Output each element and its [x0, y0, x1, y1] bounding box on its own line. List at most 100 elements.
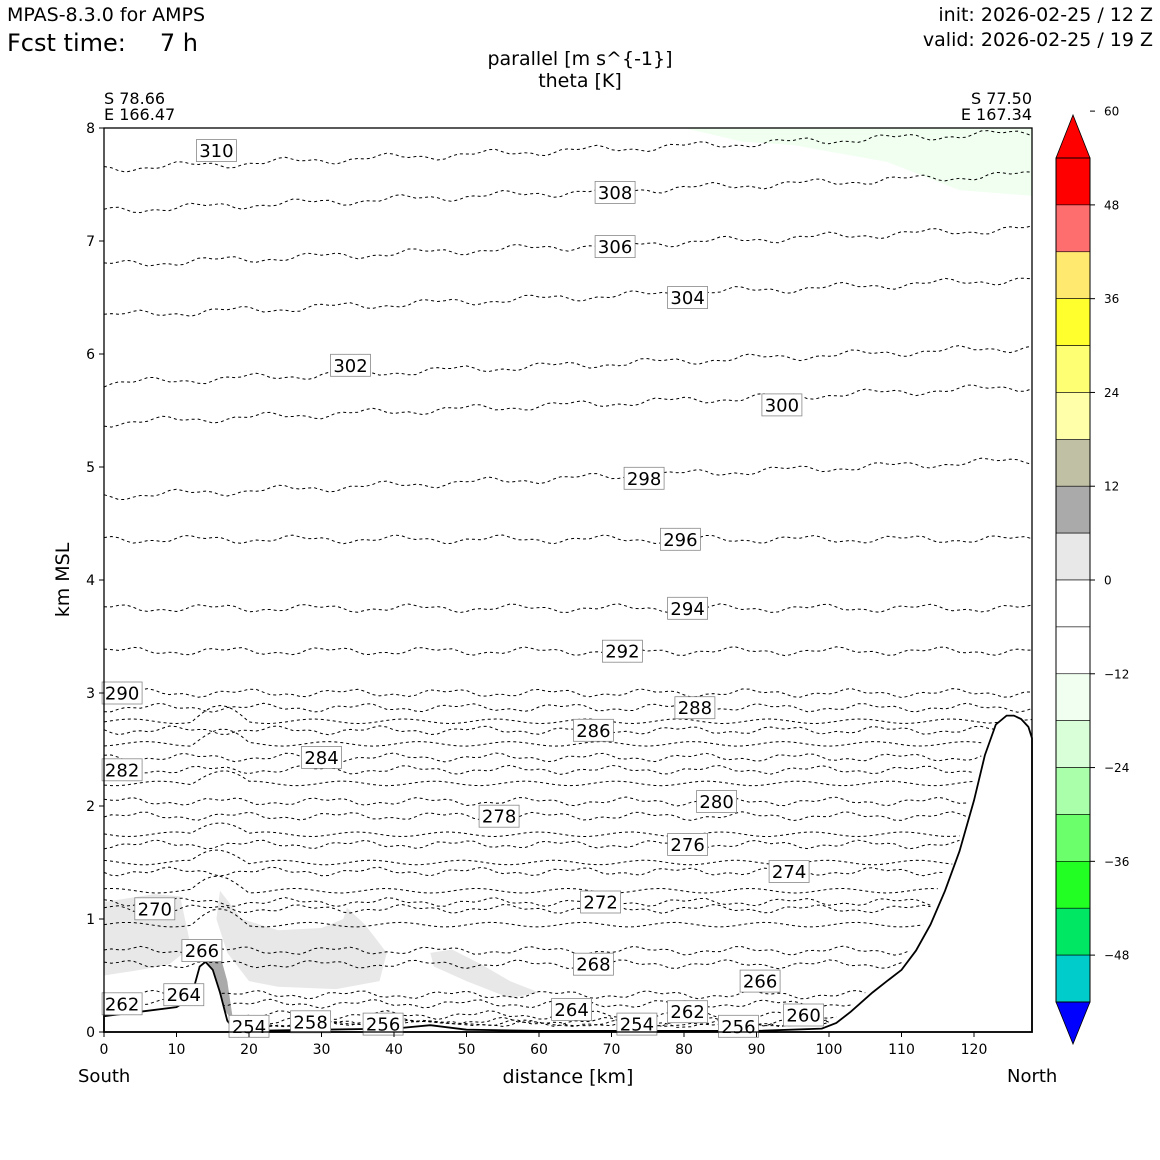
theta-label-box: [768, 860, 810, 883]
theta-contour-288: [103, 702, 1033, 713]
theta-label: 300: [761, 393, 803, 417]
y-tick-label: 6: [86, 347, 95, 363]
theta-contour-extra: [103, 875, 938, 894]
theta-label-box: [301, 746, 342, 769]
colorbar-segment: [1055, 298, 1091, 346]
theta-label-text: 310: [199, 141, 233, 162]
theta-contour-306: [103, 225, 1033, 267]
theta-label-box: [551, 998, 592, 1021]
colorbar-tick-label: 48: [1104, 198, 1119, 212]
theta-label-text: 278: [482, 807, 516, 828]
theta-label-box: [580, 890, 621, 914]
theta-contour-layer: [103, 130, 1033, 1028]
theta-label-text: 266: [743, 972, 777, 993]
north-endpoint-label: North: [1007, 1066, 1058, 1087]
colorbar-segment: [1055, 345, 1091, 393]
colorbar-tick-label: −36: [1104, 855, 1129, 869]
theta-contour-304: [103, 277, 1033, 317]
theta-label-box: [362, 1012, 404, 1036]
theta-label-text: 298: [627, 469, 661, 490]
theta-contour-276: [103, 839, 960, 850]
theta-contour-308: [103, 171, 1033, 214]
plot-frame: [103, 127, 1033, 1033]
colorbar-tick-label: −24: [1104, 761, 1129, 775]
theta-label-box: [623, 466, 665, 490]
x-tick-label: 20: [240, 1042, 258, 1058]
theta-label-box: [573, 952, 614, 976]
valid-time: valid: 2026-02-25 / 19 Z: [922, 29, 1153, 51]
theta-label-text: 254: [620, 1015, 654, 1036]
theta-label: 272: [580, 890, 621, 914]
y-tick-label: 1: [86, 912, 95, 928]
y-tick-label: 2: [86, 799, 95, 815]
theta-label-text: 280: [699, 792, 733, 813]
theta-contour-290: [103, 687, 1032, 699]
left-endpoint-longitude: E 166.47: [104, 105, 176, 124]
theta-label-layer: 310 308 306 304 302 300 298 296 294 292 290 288 286 2…: [101, 139, 824, 1038]
theta-contour-278: [103, 811, 967, 822]
theta-label: 304: [667, 286, 708, 309]
theta-label-box: [660, 527, 701, 551]
wind-shade-upper: [684, 128, 1032, 196]
theta-label: 306: [594, 235, 636, 259]
colorbar-segment: [1055, 532, 1091, 581]
theta-label-text: 282: [105, 760, 139, 781]
theta-label-box: [163, 983, 205, 1007]
theta-label: 302: [330, 353, 371, 377]
theta-label: 254: [616, 1012, 658, 1036]
theta-label: 290: [101, 681, 143, 705]
right-endpoint-latitude: S 77.50: [970, 89, 1032, 108]
x-axis: 0 10 20 30 40 50 60 70 80 90 100 110 120: [100, 1032, 987, 1058]
colorbar-tick-label: 12: [1104, 480, 1119, 494]
theta-label: 256: [718, 1014, 759, 1038]
theta-label-box: [667, 286, 708, 309]
theta-label-box: [594, 235, 636, 259]
colorbar-segment: [1055, 814, 1091, 862]
theta-contour-294: [103, 603, 1033, 614]
theta-contour-286: [103, 725, 1033, 736]
colorbar-extend-max: [1055, 113, 1091, 159]
x-tick-label: 60: [530, 1042, 548, 1058]
theta-label-box: [761, 393, 803, 417]
theta-label-text: 276: [670, 835, 704, 856]
theta-label: 282: [101, 758, 143, 782]
theta-label-box: [739, 969, 781, 993]
y-tick-label: 5: [86, 460, 95, 476]
colorbar-segment: [1055, 485, 1091, 534]
theta-label: 266: [181, 939, 223, 962]
colorbar-segment: [1055, 673, 1091, 721]
theta-label-text: 266: [185, 941, 219, 962]
theta-label: 256: [362, 1012, 404, 1036]
y-tick-label: 4: [86, 573, 95, 589]
chart-title-line2: theta [K]: [538, 70, 622, 92]
theta-label-box: [783, 1003, 824, 1027]
theta-label: 286: [573, 718, 614, 742]
theta-contour-292: [103, 646, 1033, 657]
theta-contour-extra: [103, 908, 924, 928]
theta-label-box: [602, 639, 643, 663]
wind-shading-layer: [104, 128, 1032, 1021]
theta-label: 296: [660, 527, 701, 551]
theta-contour-extra: [103, 704, 1033, 725]
x-tick-label: 0: [100, 1042, 109, 1058]
theta-contour-300: [103, 384, 1033, 428]
colorbar: 60 48 36 24 12 0 −12 −24 −36 −48: [1055, 105, 1129, 1046]
theta-label-text: 264: [167, 985, 201, 1006]
theta-label-text: 262: [105, 994, 139, 1015]
theta-label-box: [101, 758, 143, 782]
theta-label: 274: [768, 860, 810, 883]
theta-label-text: 296: [663, 530, 697, 551]
theta-label: 278: [478, 804, 520, 828]
theta-label-text: 288: [678, 698, 712, 719]
x-tick-label: 30: [313, 1042, 331, 1058]
colorbar-tick-label: −12: [1104, 667, 1129, 681]
theta-label-text: 292: [605, 642, 639, 663]
theta-contour-282: [103, 764, 975, 775]
y-tick-label: 0: [86, 1025, 95, 1041]
theta-label-box: [667, 1000, 708, 1024]
theta-contour-260: [234, 1010, 837, 1021]
left-endpoint-latitude: S 78.66: [104, 89, 166, 108]
theta-label: 298: [623, 466, 665, 490]
theta-contour-284: [103, 752, 982, 763]
right-endpoint-longitude: E 167.34: [960, 105, 1032, 124]
